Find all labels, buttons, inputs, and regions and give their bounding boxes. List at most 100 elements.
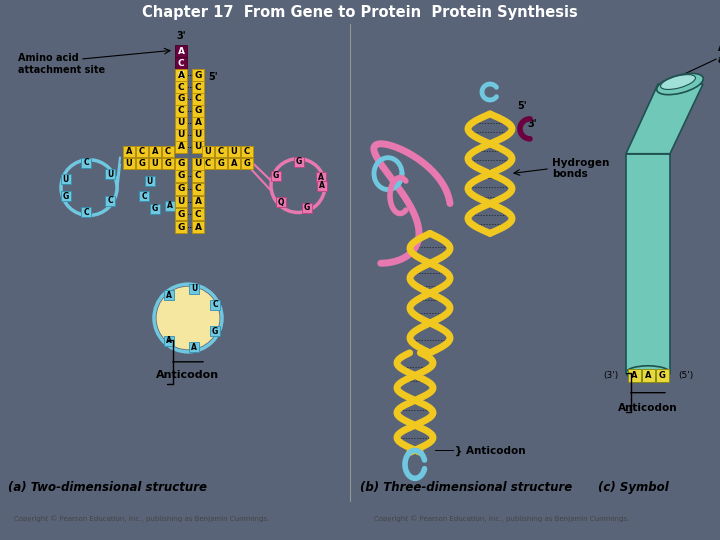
Text: A: A bbox=[166, 291, 171, 300]
FancyBboxPatch shape bbox=[136, 146, 148, 157]
FancyBboxPatch shape bbox=[163, 290, 174, 300]
Text: U: U bbox=[177, 197, 185, 206]
FancyBboxPatch shape bbox=[175, 221, 187, 233]
FancyBboxPatch shape bbox=[192, 195, 204, 207]
Text: G: G bbox=[151, 204, 158, 213]
Text: A: A bbox=[194, 223, 202, 232]
FancyBboxPatch shape bbox=[175, 69, 187, 81]
Text: (3'): (3') bbox=[603, 372, 618, 380]
Ellipse shape bbox=[626, 366, 670, 380]
FancyBboxPatch shape bbox=[192, 117, 204, 129]
FancyBboxPatch shape bbox=[192, 170, 204, 181]
Text: C: C bbox=[194, 171, 202, 180]
FancyBboxPatch shape bbox=[175, 170, 187, 181]
FancyBboxPatch shape bbox=[192, 69, 204, 81]
Text: C: C bbox=[218, 147, 224, 156]
Text: Anticodon: Anticodon bbox=[156, 370, 220, 380]
Text: A: A bbox=[166, 336, 171, 346]
Text: U: U bbox=[191, 284, 197, 293]
FancyBboxPatch shape bbox=[175, 45, 187, 57]
FancyBboxPatch shape bbox=[189, 284, 199, 294]
Text: Q: Q bbox=[277, 198, 284, 207]
Text: (5'): (5') bbox=[678, 372, 693, 380]
FancyBboxPatch shape bbox=[202, 146, 214, 157]
FancyBboxPatch shape bbox=[175, 69, 187, 81]
FancyBboxPatch shape bbox=[228, 146, 240, 157]
Text: G: G bbox=[177, 171, 185, 180]
FancyBboxPatch shape bbox=[228, 158, 240, 169]
Text: G: G bbox=[217, 159, 225, 168]
Text: C: C bbox=[84, 158, 89, 167]
Text: A: A bbox=[178, 142, 184, 151]
Text: U: U bbox=[194, 142, 202, 151]
FancyBboxPatch shape bbox=[81, 207, 91, 217]
FancyBboxPatch shape bbox=[149, 146, 161, 157]
Text: C: C bbox=[194, 184, 202, 193]
Text: G: G bbox=[212, 327, 218, 335]
Text: C: C bbox=[194, 94, 202, 104]
Text: G: G bbox=[177, 94, 185, 104]
FancyBboxPatch shape bbox=[210, 326, 220, 336]
Text: 5': 5' bbox=[208, 72, 217, 82]
FancyBboxPatch shape bbox=[276, 197, 286, 207]
FancyBboxPatch shape bbox=[642, 369, 654, 382]
Text: G: G bbox=[304, 203, 310, 212]
FancyBboxPatch shape bbox=[105, 170, 115, 179]
FancyBboxPatch shape bbox=[192, 93, 204, 105]
FancyBboxPatch shape bbox=[175, 195, 187, 207]
Text: A: A bbox=[230, 159, 238, 168]
Text: 3': 3' bbox=[527, 119, 536, 129]
FancyBboxPatch shape bbox=[175, 81, 187, 93]
Text: C: C bbox=[178, 59, 184, 68]
FancyBboxPatch shape bbox=[149, 158, 161, 169]
FancyBboxPatch shape bbox=[302, 202, 312, 213]
FancyBboxPatch shape bbox=[139, 191, 149, 201]
Text: G: G bbox=[194, 71, 202, 79]
Ellipse shape bbox=[660, 75, 696, 90]
FancyBboxPatch shape bbox=[166, 201, 175, 211]
Text: G: G bbox=[165, 159, 171, 168]
Text: (b) Three-dimensional structure: (b) Three-dimensional structure bbox=[360, 481, 572, 494]
Text: U: U bbox=[177, 118, 185, 127]
Text: U: U bbox=[152, 159, 158, 168]
FancyBboxPatch shape bbox=[60, 174, 71, 184]
Text: U: U bbox=[194, 159, 202, 168]
Text: U: U bbox=[63, 174, 68, 184]
FancyBboxPatch shape bbox=[192, 158, 204, 170]
Text: A: A bbox=[126, 147, 132, 156]
Text: A: A bbox=[178, 46, 184, 56]
Text: Anticodon: Anticodon bbox=[618, 403, 678, 413]
FancyBboxPatch shape bbox=[105, 196, 115, 206]
Text: U: U bbox=[194, 130, 202, 139]
FancyBboxPatch shape bbox=[189, 342, 199, 352]
Text: A: A bbox=[192, 343, 197, 352]
FancyBboxPatch shape bbox=[192, 183, 204, 194]
FancyBboxPatch shape bbox=[175, 57, 187, 69]
Text: U: U bbox=[177, 130, 185, 139]
Text: G: G bbox=[659, 372, 665, 380]
Text: C: C bbox=[194, 83, 202, 91]
FancyBboxPatch shape bbox=[162, 158, 174, 169]
Text: A: A bbox=[644, 372, 652, 380]
Text: Hydrogen
bonds: Hydrogen bonds bbox=[552, 158, 609, 179]
Text: A: A bbox=[631, 372, 637, 380]
FancyBboxPatch shape bbox=[241, 158, 253, 169]
Text: C: C bbox=[178, 71, 184, 79]
FancyBboxPatch shape bbox=[175, 183, 187, 194]
Text: A: A bbox=[167, 201, 174, 210]
FancyBboxPatch shape bbox=[192, 221, 204, 233]
Ellipse shape bbox=[657, 73, 703, 94]
FancyBboxPatch shape bbox=[315, 172, 325, 183]
FancyBboxPatch shape bbox=[215, 158, 227, 169]
Text: A: A bbox=[194, 197, 202, 206]
FancyBboxPatch shape bbox=[210, 300, 220, 310]
FancyBboxPatch shape bbox=[192, 105, 204, 117]
Text: G: G bbox=[177, 210, 185, 219]
Text: 5': 5' bbox=[517, 101, 526, 111]
Text: U: U bbox=[230, 147, 238, 156]
Text: C: C bbox=[178, 106, 184, 116]
Text: 3': 3' bbox=[176, 31, 186, 41]
Text: G: G bbox=[273, 171, 279, 180]
FancyBboxPatch shape bbox=[175, 158, 187, 170]
Text: Copyright © Pearson Education, Inc., publishing as Benjamin Cummings.: Copyright © Pearson Education, Inc., pub… bbox=[374, 515, 630, 522]
